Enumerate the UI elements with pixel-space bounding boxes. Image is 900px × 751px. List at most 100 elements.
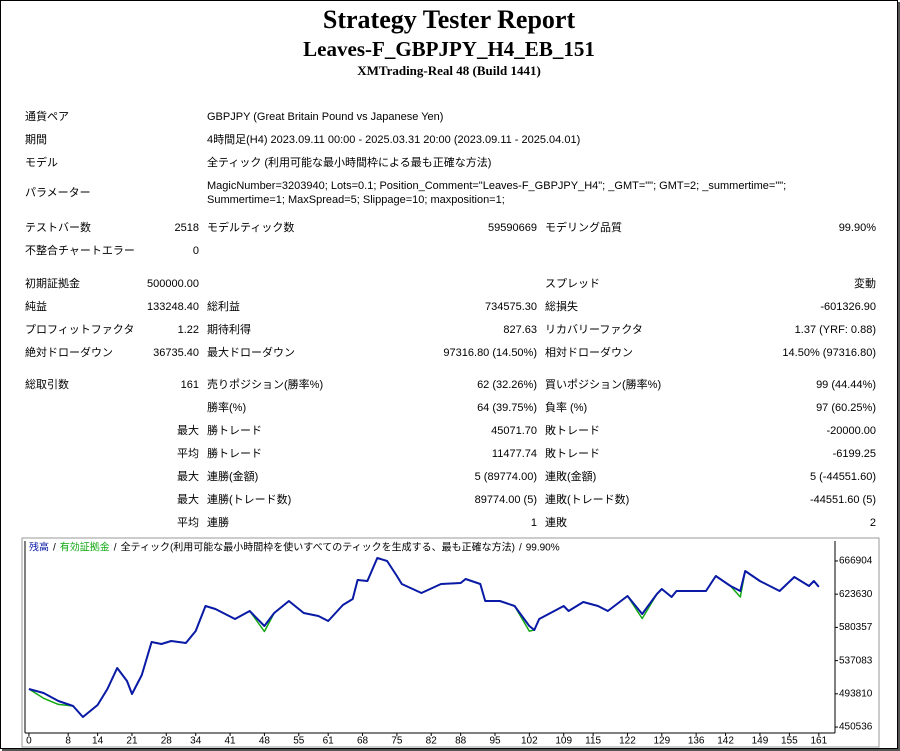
stat-label: 初期証拠金 (25, 278, 80, 290)
stat-value: 500000.00 (147, 278, 199, 290)
stat-label: 負率 (%) (545, 402, 588, 414)
x-tick-label: 129 (653, 736, 670, 747)
stat-value: -601326.90 (820, 301, 876, 313)
x-tick-label: 95 (489, 736, 501, 747)
x-tick-label: 61 (323, 736, 335, 747)
stat-value: 最大 (177, 425, 199, 437)
stat-value: 5 (-44551.60) (809, 471, 876, 483)
stat-value: 最大 (177, 494, 199, 506)
x-tick-label: 75 (391, 736, 403, 747)
stat-label: 最大ドローダウン (207, 347, 295, 359)
chart-caption: 全ティック(利用可能な最小時間枠を使いすべてのティックを生成する、最も正確な方法… (121, 541, 515, 554)
report-subtitle: Leaves-F_GBPJPY_H4_EB_151 (303, 37, 595, 61)
x-tick-label: 68 (357, 736, 369, 747)
stat-label: 総利益 (207, 301, 240, 313)
stat-label: モデルティック数 (207, 222, 295, 234)
stat-label: 連勝 (207, 517, 229, 529)
stat-label: 絶対ドローダウン (25, 347, 113, 359)
stat-value: 2518 (174, 222, 199, 234)
x-tick-label: 155 (781, 736, 798, 747)
stat-label: 純益 (25, 301, 47, 313)
stat-value: 0 (192, 245, 199, 257)
stat-value: -44551.60 (5) (809, 494, 876, 506)
x-tick-label: 142 (717, 736, 734, 747)
stat-value: 1 (530, 517, 537, 529)
y-tick-label: 493810 (839, 688, 873, 699)
x-tick-label: 136 (688, 736, 705, 747)
y-tick-label: 623630 (839, 589, 873, 600)
stat-value: 最大 (177, 471, 199, 483)
y-tick-label: 450536 (839, 722, 873, 733)
stat-value: 97 (60.25%) (816, 402, 876, 414)
stat-value: 62 (32.26%) (477, 379, 537, 391)
x-tick-label: 55 (293, 736, 305, 747)
stat-label: モデリング品質 (545, 222, 622, 234)
stat-value: 平均 (177, 448, 199, 460)
stat-label: 敗トレード (545, 448, 600, 460)
stat-value: 2 (869, 517, 876, 529)
stat-label: 不整合チャートエラー (25, 245, 135, 257)
field-label: パラメーター (25, 187, 91, 199)
legend-entry: 有効証拠金 (60, 541, 110, 554)
modeling-quality: 99.90% (526, 543, 560, 554)
legend-separator: / (114, 543, 117, 554)
stat-value: 97316.80 (14.50%) (443, 347, 537, 359)
stat-label: 連敗(金額) (545, 471, 597, 483)
field-value: Summertime=1; MaxSpread=5; Slippage=10; … (207, 194, 505, 206)
x-tick-label: 14 (92, 736, 104, 747)
report-title: Strategy Tester Report (322, 5, 576, 34)
stat-label: スプレッド (545, 278, 600, 290)
field-value: MagicNumber=3203940; Lots=0.1; Position_… (207, 180, 787, 192)
stat-label: 連勝(金額) (207, 471, 259, 483)
stat-value: -6199.25 (832, 448, 876, 460)
stat-label: 連敗 (545, 517, 567, 529)
stat-label: 総損失 (545, 301, 578, 313)
stat-label: 相対ドローダウン (545, 347, 633, 359)
stat-label: 総取引数 (25, 379, 69, 391)
server-name: XMTrading-Real 48 (Build 1441) (357, 63, 541, 78)
field-label: 通貨ペア (25, 111, 69, 123)
stat-label: プロフィットファクタ (25, 324, 135, 336)
stat-value: 99.90% (838, 222, 876, 234)
field-value: GBPJPY (Great Britain Pound vs Japanese … (207, 111, 444, 123)
x-tick-label: 28 (161, 736, 173, 747)
stat-label: テストバー数 (25, 222, 91, 234)
x-tick-label: 48 (259, 736, 271, 747)
legend-separator: / (53, 543, 56, 554)
x-tick-label: 115 (585, 736, 601, 747)
stat-value: 64 (39.75%) (477, 402, 537, 414)
stat-value: 平均 (177, 517, 199, 529)
stat-label: 連敗(トレード数) (545, 494, 630, 506)
stat-value: 59590669 (488, 222, 537, 234)
field-value: 4時間足(H4) 2023.09.11 00:00 - 2025.03.31 2… (207, 134, 581, 146)
stat-value: 99 (44.44%) (816, 379, 876, 391)
y-tick-label: 666904 (839, 556, 873, 567)
field-label: 期間 (25, 134, 47, 146)
stat-value: 5 (89774.00) (474, 471, 537, 483)
x-tick-label: 21 (126, 736, 138, 747)
stat-label: リカバリーファクタ (545, 324, 643, 336)
stat-value: 734575.30 (485, 301, 537, 313)
stat-value: 133248.40 (147, 301, 199, 313)
x-tick-label: 41 (225, 736, 237, 747)
stat-label: 勝トレード (207, 425, 262, 437)
x-tick-label: 34 (190, 736, 202, 747)
x-tick-label: 161 (810, 736, 827, 747)
legend-entry: 残高 (29, 541, 49, 554)
x-tick-label: 109 (555, 736, 572, 747)
x-tick-label: 8 (65, 736, 71, 747)
stat-value: 14.50% (97316.80) (782, 347, 876, 359)
stat-value: 1.22 (177, 324, 199, 336)
stat-value: -20000.00 (826, 425, 876, 437)
y-tick-label: 537083 (839, 655, 873, 666)
field-value: 全ティック (利用可能な最小時間枠による最も正確な方法) (207, 157, 492, 169)
x-tick-label: 0 (26, 736, 32, 747)
x-tick-label: 88 (455, 736, 467, 747)
stat-value: 45071.70 (491, 425, 537, 437)
stat-value: 89774.00 (5) (474, 494, 537, 506)
stat-label: 売りポジション(勝率%) (207, 379, 324, 391)
field-label: モデル (25, 157, 58, 169)
stat-label: 期待利得 (207, 324, 251, 336)
stat-label: 敗トレード (545, 425, 600, 437)
